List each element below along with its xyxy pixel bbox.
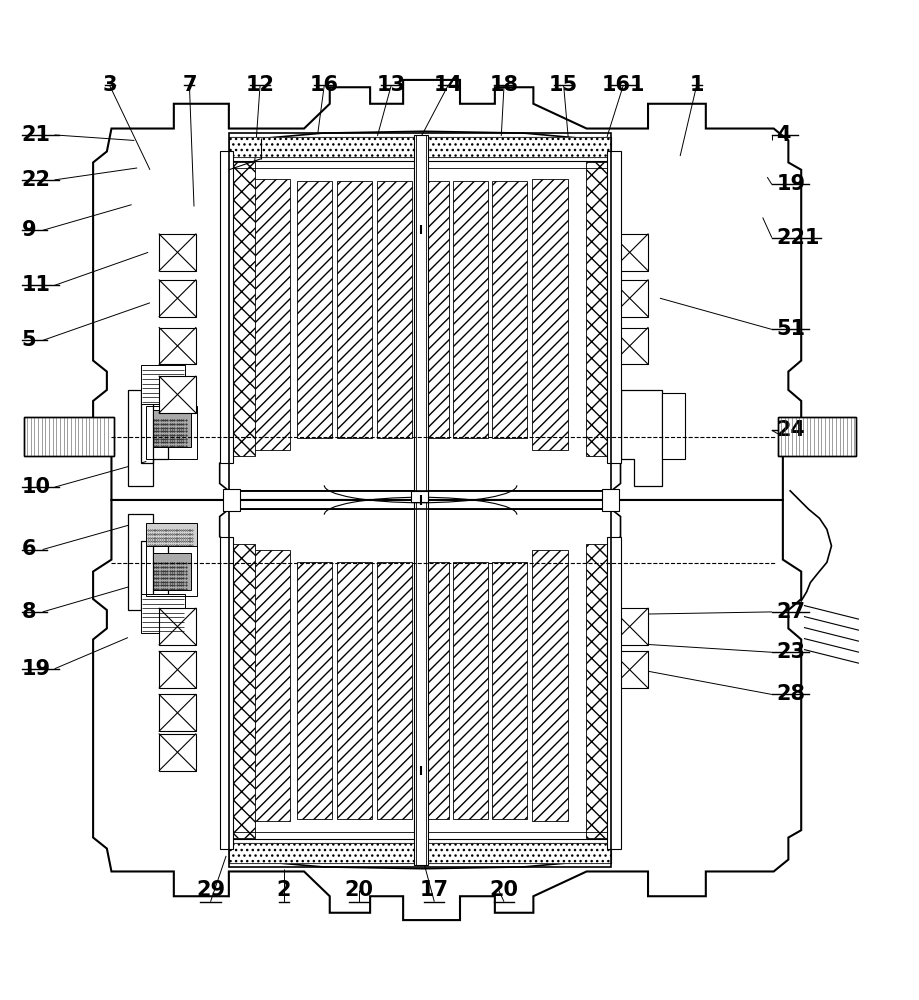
- Bar: [611, 328, 647, 364]
- Bar: [492, 562, 527, 819]
- Text: 51: 51: [776, 319, 805, 339]
- Polygon shape: [619, 390, 661, 486]
- Bar: [602, 489, 618, 511]
- Text: 8: 8: [21, 602, 36, 622]
- Bar: [411, 491, 427, 502]
- Text: 28: 28: [776, 684, 804, 704]
- Bar: [159, 234, 196, 271]
- Text: 5: 5: [21, 330, 36, 350]
- Bar: [777, 417, 856, 456]
- Text: 6: 6: [21, 539, 36, 559]
- Text: 20: 20: [489, 880, 518, 900]
- Bar: [531, 179, 568, 450]
- Text: 19: 19: [776, 174, 805, 194]
- Bar: [141, 365, 185, 404]
- Text: 24: 24: [776, 420, 804, 440]
- Bar: [220, 537, 233, 849]
- Text: 7: 7: [182, 75, 197, 95]
- Bar: [229, 843, 611, 863]
- Bar: [153, 553, 191, 590]
- Bar: [611, 651, 647, 688]
- Bar: [414, 181, 448, 438]
- Bar: [159, 328, 196, 364]
- Text: 17: 17: [419, 880, 448, 900]
- Bar: [153, 410, 191, 447]
- Text: 161: 161: [601, 75, 644, 95]
- Text: 11: 11: [21, 275, 51, 295]
- Bar: [531, 550, 568, 821]
- Text: 16: 16: [310, 75, 338, 95]
- Bar: [141, 594, 185, 633]
- Text: 3: 3: [102, 75, 117, 95]
- Text: 22: 22: [21, 170, 51, 190]
- Bar: [254, 550, 290, 821]
- Bar: [159, 280, 196, 317]
- Text: 1: 1: [688, 75, 703, 95]
- Bar: [585, 162, 611, 456]
- Polygon shape: [128, 390, 168, 486]
- Bar: [146, 543, 197, 596]
- Text: 10: 10: [21, 477, 51, 497]
- Text: 15: 15: [549, 75, 577, 95]
- Bar: [24, 417, 114, 456]
- Text: 23: 23: [776, 642, 804, 662]
- Text: 21: 21: [21, 125, 51, 145]
- Text: 14: 14: [433, 75, 462, 95]
- Bar: [607, 151, 619, 463]
- Bar: [159, 376, 196, 413]
- Bar: [229, 544, 255, 838]
- Bar: [229, 137, 611, 157]
- Text: 9: 9: [21, 220, 36, 240]
- Bar: [297, 181, 331, 438]
- Text: 4: 4: [776, 125, 790, 145]
- Bar: [229, 843, 611, 863]
- Polygon shape: [93, 500, 800, 920]
- Bar: [492, 181, 527, 438]
- Bar: [254, 179, 290, 450]
- Bar: [297, 562, 331, 819]
- Bar: [336, 181, 371, 438]
- Bar: [377, 562, 412, 819]
- Bar: [146, 406, 197, 459]
- Polygon shape: [128, 514, 168, 610]
- Bar: [229, 162, 255, 456]
- Bar: [611, 280, 647, 317]
- Bar: [229, 509, 611, 867]
- Text: 13: 13: [376, 75, 405, 95]
- Bar: [229, 133, 611, 491]
- Text: 12: 12: [245, 75, 274, 95]
- Bar: [452, 562, 487, 819]
- Bar: [229, 137, 611, 157]
- Bar: [611, 234, 647, 271]
- Bar: [661, 393, 684, 459]
- Bar: [607, 537, 619, 849]
- Polygon shape: [220, 131, 619, 491]
- Bar: [146, 523, 197, 546]
- Bar: [414, 135, 427, 865]
- Text: 221: 221: [776, 228, 819, 248]
- Bar: [585, 544, 611, 838]
- Bar: [159, 651, 196, 688]
- Bar: [159, 734, 196, 771]
- Bar: [377, 181, 412, 438]
- Text: 20: 20: [345, 880, 373, 900]
- Polygon shape: [93, 80, 800, 500]
- Bar: [159, 608, 196, 645]
- Text: 19: 19: [21, 659, 51, 679]
- Bar: [336, 562, 371, 819]
- Bar: [414, 562, 448, 819]
- Bar: [611, 608, 647, 645]
- Polygon shape: [220, 509, 619, 869]
- Bar: [220, 151, 233, 463]
- Text: 18: 18: [489, 75, 518, 95]
- Bar: [777, 417, 856, 456]
- Bar: [159, 694, 196, 731]
- Text: 27: 27: [776, 602, 804, 622]
- Text: 2: 2: [277, 880, 290, 900]
- Bar: [24, 417, 114, 456]
- Bar: [452, 181, 487, 438]
- Text: 29: 29: [196, 880, 225, 900]
- Bar: [223, 489, 240, 511]
